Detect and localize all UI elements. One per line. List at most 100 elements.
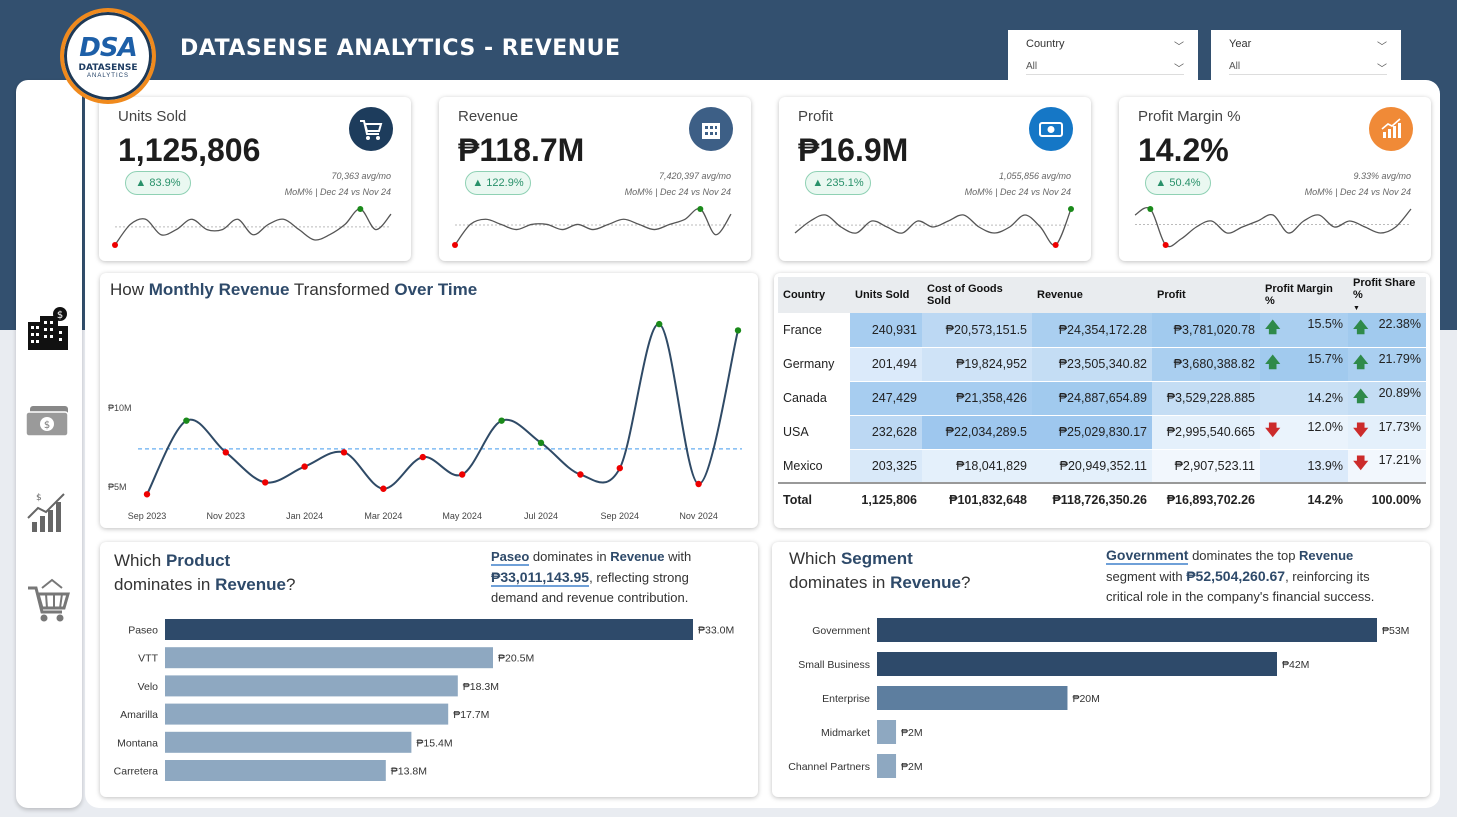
cell-cogs: ₱21,358,426: [922, 381, 1032, 416]
segment-revenue-card: Which Segment dominates in Revenue? Gove…: [772, 542, 1430, 797]
table-row[interactable]: USA 232,628 ₱22,034,289.5 ₱25,029,830.17 ₱2,…: [778, 415, 1426, 450]
data-point[interactable]: [695, 480, 702, 488]
data-point[interactable]: [734, 327, 742, 334]
money-icon[interactable]: $: [24, 398, 72, 446]
category-label: Carretera: [114, 766, 159, 778]
data-point[interactable]: [537, 439, 545, 447]
table-total-row: Total 1,125,806 ₱101,832,648 ₱118,726,350.2…: [778, 482, 1426, 518]
column-header[interactable]: Cost of Goods Sold: [922, 277, 1032, 313]
bar[interactable]: [877, 618, 1377, 642]
monthly-revenue-line-chart: ₱10M ₱5M Sep 2023 Nov 2023 Jan 2024 Mar 2024 M…: [108, 320, 742, 521]
bar[interactable]: [165, 647, 493, 669]
bar[interactable]: [165, 760, 386, 781]
spark-max-marker: [697, 206, 704, 212]
growth-chart-icon[interactable]: $: [24, 488, 72, 536]
bar[interactable]: [165, 703, 449, 725]
country-filter-value[interactable]: All: [1026, 61, 1184, 75]
bar[interactable]: [877, 720, 897, 744]
chevron-down-icon[interactable]: ﹀: [1377, 64, 1387, 75]
data-point[interactable]: [143, 491, 151, 498]
data-point[interactable]: [183, 417, 190, 424]
segment-bar-chart: Government ₱53M Small Business ₱42M Enterpri…: [788, 618, 1409, 778]
building-icon[interactable]: $: [24, 306, 72, 354]
bar[interactable]: [165, 619, 693, 640]
data-point[interactable]: [656, 320, 663, 328]
company-logo: DSA DATASENSE ANALYTICS: [60, 8, 156, 104]
x-tick-label: Jul 2024: [524, 511, 558, 521]
cell-cogs: ₱22,034,289.5: [922, 415, 1032, 450]
total-label: Total: [778, 482, 850, 518]
cell-profit: ₱3,680,388.82: [1152, 347, 1260, 382]
year-filter-value[interactable]: All: [1229, 61, 1387, 75]
column-header[interactable]: Profit Margin %: [1260, 277, 1348, 313]
cell-profit: ₱2,995,540.665: [1152, 415, 1260, 450]
data-point[interactable]: [222, 449, 229, 456]
data-point[interactable]: [262, 479, 269, 486]
table-row[interactable]: Mexico 203,325 ₱18,041,829 ₱20,949,352.11 ₱2…: [778, 449, 1426, 484]
table-row[interactable]: Canada 247,429 ₱21,358,426 ₱24,887,654.89 ₱3…: [778, 381, 1426, 416]
cell-units: 240,931: [850, 313, 922, 348]
data-point[interactable]: [498, 417, 505, 424]
cell-country: USA: [778, 415, 850, 450]
insight-text: segment with: [1106, 569, 1187, 584]
bar[interactable]: [877, 652, 1277, 676]
data-point[interactable]: [459, 471, 466, 478]
chevron-down-icon[interactable]: ﹀: [1174, 42, 1184, 53]
column-header-sorted[interactable]: Profit Share % ▼: [1348, 277, 1426, 313]
arrow-up-icon: 🡅: [1353, 319, 1369, 337]
chevron-down-icon[interactable]: ﹀: [1377, 42, 1387, 53]
table-row[interactable]: France 240,931 ₱20,573,151.5 ₱24,354,172.28…: [778, 313, 1426, 348]
data-label: ₱2M: [901, 727, 923, 739]
data-point[interactable]: [616, 464, 623, 472]
cell-share: 🡇 17.21%: [1348, 449, 1426, 484]
column-header[interactable]: Country: [778, 277, 850, 313]
country-filter[interactable]: Country ﹀ All ﹀: [1008, 30, 1198, 80]
title-part: Which: [114, 551, 166, 570]
data-label: ₱13.8M: [391, 766, 427, 778]
bar[interactable]: [165, 731, 412, 753]
cell-revenue: ₱25,029,830.17: [1032, 415, 1152, 450]
x-tick-label: Mar 2024: [364, 511, 402, 521]
data-label: ₱18.3M: [463, 681, 499, 693]
arrow-up-icon: 🡅: [1353, 387, 1369, 405]
column-header[interactable]: Revenue: [1032, 277, 1152, 313]
bar[interactable]: [877, 754, 897, 778]
column-header-label: Profit Share %: [1353, 277, 1416, 301]
total-share: 100.00%: [1348, 482, 1426, 518]
cell-revenue: ₱24,887,654.89: [1032, 381, 1152, 416]
arrow-up-icon: 🡅: [1353, 353, 1369, 371]
data-point[interactable]: [419, 453, 426, 461]
data-label: ₱17.7M: [453, 709, 489, 721]
data-point[interactable]: [577, 471, 584, 478]
title-part: Transformed: [289, 280, 395, 299]
column-header[interactable]: Profit: [1152, 277, 1260, 313]
x-tick-label: Jan 2024: [286, 511, 323, 521]
column-header[interactable]: Units Sold: [850, 277, 922, 313]
data-point[interactable]: [380, 485, 387, 492]
chevron-down-icon[interactable]: ﹀: [1174, 64, 1184, 75]
data-point[interactable]: [340, 449, 348, 456]
cell-share: 🡅 20.89%: [1348, 381, 1426, 416]
cell-margin-value: 13.9%: [1307, 458, 1343, 473]
shopping-cart-icon[interactable]: [24, 578, 72, 626]
sidebar-nav: $ $ $: [16, 80, 82, 808]
data-point[interactable]: [301, 463, 308, 470]
cell-margin-value: 12.0%: [1307, 419, 1343, 434]
table-header: Country Units Sold Cost of Goods Sold Re…: [778, 277, 1426, 313]
kpi-change-badge: ▲ 83.9%: [125, 171, 191, 195]
cell-cogs: ₱20,573,151.5: [922, 313, 1032, 348]
spark-max-marker: [1147, 206, 1154, 212]
table-row[interactable]: Germany 201,494 ₱19,824,952 ₱23,505,340.82 ₱…: [778, 347, 1426, 382]
x-tick-label: Nov 2024: [679, 511, 718, 521]
year-filter[interactable]: Year ﹀ All ﹀: [1211, 30, 1401, 80]
bar[interactable]: [877, 686, 1068, 710]
kpi-mom-note: MoM% | Dec 24 vs Nov 24: [964, 187, 1071, 197]
insight-text: , reinforcing its: [1285, 569, 1370, 584]
cell-share: 🡇 17.73%: [1348, 415, 1426, 450]
sort-desc-icon: ▼: [1353, 305, 1360, 312]
cell-margin-value: 15.5%: [1307, 317, 1343, 332]
bar[interactable]: [165, 675, 458, 697]
kpi-card-profit: Profit ₱16.9M ▲ 235.1% 1,055,856 avg/mo …: [779, 97, 1091, 261]
insight-text: with: [664, 549, 692, 564]
total-profit: ₱16,893,702.26: [1152, 482, 1260, 518]
